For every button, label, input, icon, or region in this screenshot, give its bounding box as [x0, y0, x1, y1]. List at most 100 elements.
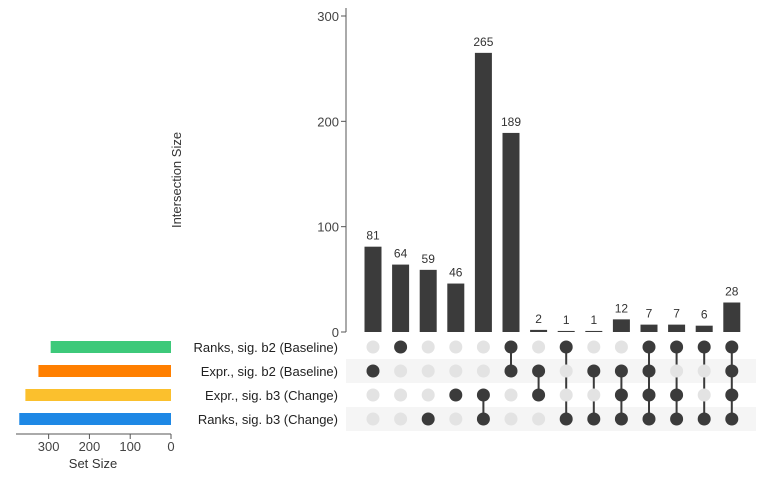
matrix-dot-active [614, 388, 628, 402]
matrix-dot-active [697, 412, 711, 426]
matrix-dot-inactive [394, 364, 408, 378]
matrix-dot-active [587, 364, 601, 378]
matrix-dot-active [697, 340, 711, 354]
matrix-dot-active [642, 412, 656, 426]
matrix-dot-active [725, 388, 739, 402]
matrix-dot-inactive [587, 340, 601, 354]
matrix-dot-active [642, 364, 656, 378]
set-size-bar [19, 413, 172, 425]
matrix-dot-active [670, 412, 684, 426]
matrix-dot-inactive [394, 388, 408, 402]
intersection-value-label: 28 [725, 285, 739, 299]
y-tick-label: 300 [317, 9, 339, 24]
intersection-value-label: 59 [422, 252, 436, 266]
intersection-y-axis: Intersection Size 0 100 200 300 [169, 8, 347, 340]
matrix-dot-active [642, 388, 656, 402]
matrix-dot-active [642, 340, 656, 354]
intersection-bar [695, 325, 713, 332]
y-axis-title: Intersection Size [169, 132, 184, 228]
intersection-bar [419, 269, 437, 332]
matrix-dot-inactive [421, 364, 435, 378]
intersection-value-label: 1 [563, 313, 570, 327]
matrix-dot-active [476, 412, 490, 426]
matrix-dot-active [614, 364, 628, 378]
intersection-value-label: 7 [646, 307, 653, 321]
intersection-value-label: 6 [701, 308, 708, 322]
matrix-dot-inactive [504, 388, 518, 402]
set-size-tick-label: 100 [119, 439, 141, 454]
matrix-dot-active [587, 412, 601, 426]
intersection-bar [447, 283, 465, 332]
matrix-dot-inactive [476, 364, 490, 378]
matrix-dot-active [532, 388, 546, 402]
y-tick-label: 200 [317, 114, 339, 129]
matrix-dot-active [476, 388, 490, 402]
matrix-dot-inactive [559, 388, 573, 402]
set-label: Ranks, sig. b3 (Change) [198, 412, 338, 427]
matrix-dot-inactive [587, 388, 601, 402]
matrix-dot-active [366, 364, 380, 378]
matrix-dot-active [504, 340, 518, 354]
matrix-dot-active [725, 412, 739, 426]
matrix-dot-inactive [421, 388, 435, 402]
intersection-bar [612, 319, 630, 332]
intersection-bar [392, 264, 410, 332]
matrix-dot-inactive [614, 340, 628, 354]
matrix-dot-inactive [559, 364, 573, 378]
matrix-dot-inactive [366, 340, 380, 354]
matrix-dot-inactive [532, 340, 546, 354]
set-labels: Ranks, sig. b2 (Baseline) Expr., sig. b2 … [193, 340, 338, 427]
intersection-bar [668, 324, 686, 332]
matrix-dot-inactive [449, 412, 463, 426]
matrix-dot-active [504, 364, 518, 378]
matrix-dot-inactive [697, 364, 711, 378]
intersection-value-label: 7 [673, 307, 680, 321]
intersection-value-label: 12 [615, 301, 629, 315]
set-size-tick-label: 300 [38, 439, 60, 454]
intersection-value-label: 265 [473, 35, 493, 49]
intersection-value-label: 64 [394, 247, 408, 261]
intersection-bar [364, 246, 382, 332]
matrix-dot-active [559, 412, 573, 426]
set-label: Ranks, sig. b2 (Baseline) [193, 340, 338, 355]
matrix-dot-active [559, 340, 573, 354]
matrix-dot-inactive [421, 340, 435, 354]
intersection-value-label: 189 [501, 115, 521, 129]
intersection-bar [723, 302, 741, 332]
matrix-dot-inactive [670, 364, 684, 378]
matrix-dot-inactive [532, 412, 546, 426]
intersection-bar [557, 330, 575, 332]
matrix-dot-active [449, 388, 463, 402]
matrix-row-stripe [346, 359, 756, 383]
matrix-dot-active [670, 340, 684, 354]
intersection-bar [585, 330, 603, 332]
matrix-dot-inactive [504, 412, 518, 426]
intersection-bar [474, 52, 492, 332]
matrix-dot-active [725, 364, 739, 378]
y-tick-label: 100 [317, 220, 339, 235]
intersection-matrix [366, 340, 739, 426]
matrix-dot-inactive [697, 388, 711, 402]
set-label: Expr., sig. b3 (Change) [205, 388, 338, 403]
set-size-axis: Set Size 300 200 100 0 [16, 433, 175, 471]
intersection-bar [502, 132, 520, 332]
intersection-value-label: 81 [366, 229, 380, 243]
matrix-dot-active [670, 388, 684, 402]
matrix-row-stripes [346, 359, 756, 431]
intersection-bar [640, 324, 658, 332]
matrix-dot-inactive [476, 340, 490, 354]
matrix-dot-inactive [394, 412, 408, 426]
intersection-value-label: 2 [535, 312, 542, 326]
matrix-dot-active [532, 364, 546, 378]
set-size-tick-label: 200 [79, 439, 101, 454]
intersection-value-label: 46 [449, 266, 463, 280]
set-size-bars [19, 341, 172, 425]
matrix-dot-active [614, 412, 628, 426]
set-size-bar [25, 389, 172, 401]
set-size-bar [38, 365, 172, 377]
matrix-row-stripe [346, 407, 756, 431]
set-label: Expr., sig. b2 (Baseline) [201, 364, 338, 379]
intersection-bar [530, 329, 548, 332]
matrix-dot-active [394, 340, 408, 354]
